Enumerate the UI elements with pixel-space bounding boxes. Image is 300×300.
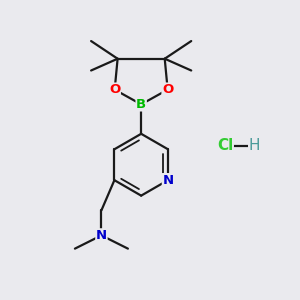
Text: O: O bbox=[109, 83, 120, 96]
Text: N: N bbox=[96, 229, 107, 242]
Text: B: B bbox=[136, 98, 146, 111]
Text: O: O bbox=[162, 83, 173, 96]
Text: H: H bbox=[249, 138, 260, 153]
Text: N: N bbox=[162, 174, 173, 187]
Text: Cl: Cl bbox=[217, 138, 233, 153]
